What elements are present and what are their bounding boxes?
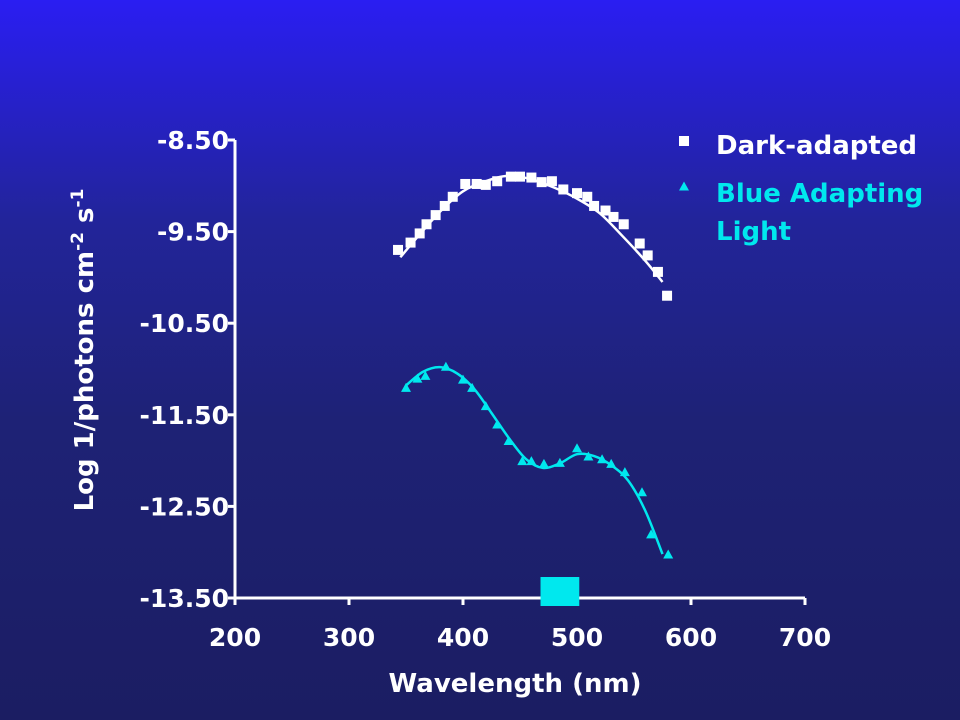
x-tick-label: 600 [665, 623, 717, 652]
y-tick-label: -13.50 [140, 584, 229, 613]
blue-adapting-point [554, 457, 565, 467]
blue-adapting-point [492, 419, 503, 429]
dark-adapted-point [492, 176, 503, 187]
dark-adapted-point [546, 176, 557, 187]
x-tick-label: 400 [437, 623, 489, 652]
blue-adapting-fit-line [405, 365, 664, 555]
legend-label-dark-adapted: Dark-adapted [716, 131, 917, 161]
data-points [393, 171, 674, 606]
dark-adapted-point [618, 219, 629, 230]
blue-adapting-point [538, 458, 549, 468]
y-tick-label: -9.50 [157, 218, 229, 247]
dark-adapted-point [634, 238, 645, 249]
blue-adapting-point [517, 456, 528, 466]
dark-adapted-point [582, 191, 593, 202]
dark-adapted-point [414, 228, 425, 239]
dark-adapted-point [536, 177, 547, 188]
blue-adapting-point [636, 487, 647, 497]
x-tick-label: 300 [323, 623, 375, 652]
y-tick-label: -10.50 [140, 309, 229, 338]
legend: Dark-adapted Blue Adapting Light [679, 131, 923, 247]
dark-adapted-point [421, 219, 432, 230]
blue-adapting-point [663, 549, 674, 559]
dark-adapted-point [460, 178, 471, 189]
dark-adapted-point [652, 266, 663, 277]
x-tick-label: 700 [779, 623, 831, 652]
dark-adapted-point [447, 191, 458, 202]
blue-adapting-point [412, 373, 423, 383]
fit-curves [399, 174, 664, 555]
blue-adapting-point [420, 370, 431, 380]
tick-labels: 200 300 400 500 600 700 -8.50 -9.50 -10.50 -11.50… [140, 126, 832, 652]
wavelength-band-marker [540, 577, 580, 606]
legend-label-blue-adapting: Blue Adapting Light [716, 179, 923, 247]
dark-adapted-point [393, 244, 404, 255]
legend-square-marker [679, 136, 689, 146]
blue-adapting-point [458, 374, 468, 384]
dark-adapted-point [572, 188, 582, 199]
blue-adapting-point [606, 458, 617, 468]
y-tick-label: -11.50 [140, 401, 229, 430]
dark-adapted-point [600, 205, 611, 216]
dark-adapted-point [589, 200, 600, 211]
blue-adapting-point [646, 529, 657, 539]
blue-adapting-point [480, 401, 491, 411]
dark-adapted-point [480, 179, 491, 190]
dark-adapted-point [439, 200, 450, 211]
dark-adapted-point [642, 250, 653, 261]
dark-adapted-point [662, 290, 673, 301]
dark-adapted-point [526, 172, 537, 183]
y-axis-title: Log 1/photons cm-2 s-1 [68, 189, 100, 512]
blue-adapting-point [619, 467, 630, 477]
x-tick-label: 200 [209, 623, 261, 652]
dark-adapted-point [430, 210, 441, 221]
legend-triangle-marker [679, 181, 689, 191]
blue-adapting-point [401, 382, 411, 392]
blue-adapting-point [597, 454, 608, 464]
y-tick-label: -12.50 [140, 492, 229, 521]
blue-adapting-point [526, 456, 537, 466]
y-tick-label: -8.50 [157, 126, 229, 155]
dark-adapted-point [558, 184, 569, 195]
blue-adapting-point [572, 443, 582, 453]
blue-adapting-point [583, 451, 594, 461]
dark-adapted-point [515, 171, 525, 182]
chart-axes [228, 138, 807, 605]
x-tick-label: 500 [551, 623, 603, 652]
dark-adapted-point [405, 237, 416, 248]
blue-adapting-point [503, 435, 514, 445]
dark-adapted-point [471, 178, 482, 189]
dark-adapted-point [608, 211, 619, 222]
x-axis-title: Wavelength (nm) [389, 669, 642, 699]
dark-adapted-point [505, 171, 516, 182]
blue-adapting-point [467, 382, 478, 392]
blue-adapting-point [440, 361, 451, 371]
